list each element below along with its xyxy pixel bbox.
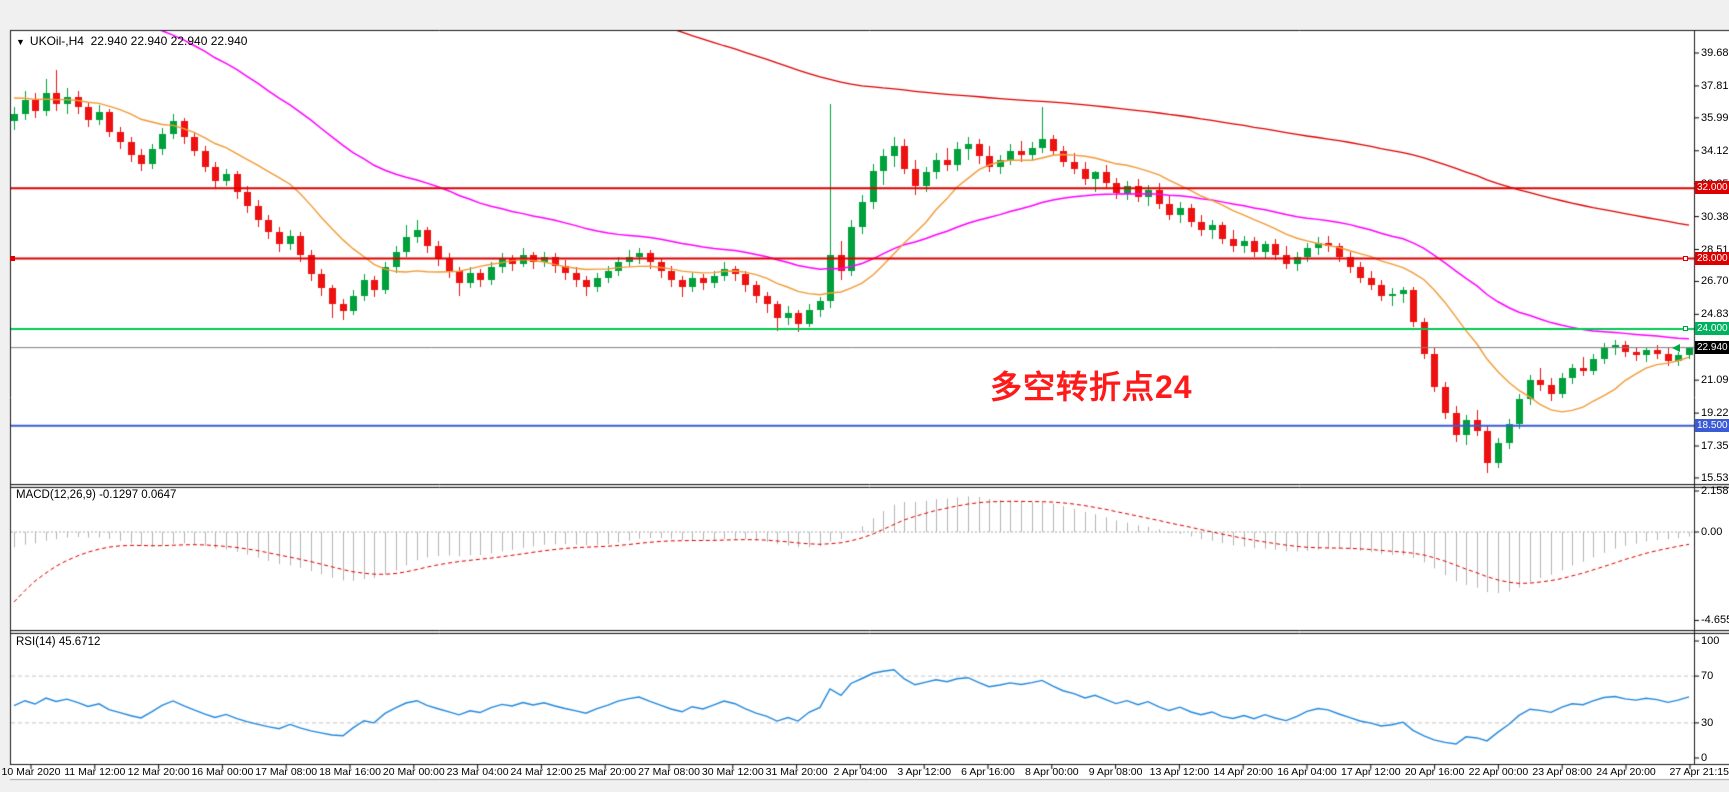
date-label: 9 Apr 08:00 bbox=[1088, 766, 1143, 778]
date-label: 6 Apr 16:00 bbox=[961, 766, 1015, 778]
date-label: 27 Mar 08:00 bbox=[638, 766, 700, 778]
symbol-period-label: UKOil-,H4 bbox=[29, 34, 84, 48]
macd-tick-label: 2.1583 bbox=[1701, 484, 1729, 497]
date-label: 23 Apr 08:00 bbox=[1532, 766, 1592, 778]
macd-label: MACD(12,26,9) -0.1297 0.0647 bbox=[16, 489, 177, 501]
annotation-text[interactable]: 多空转折点24 bbox=[990, 369, 1193, 405]
date-label: 16 Mar 00:00 bbox=[191, 766, 254, 778]
date-label: 27 Apr 21:15 bbox=[1669, 766, 1729, 778]
date-label: 17 Apr 12:00 bbox=[1341, 766, 1401, 778]
date-label: 30 Mar 12:00 bbox=[701, 766, 764, 778]
macd-tick-label: -4.6554 bbox=[1701, 614, 1729, 627]
price-badge-32.000: 32.000 bbox=[1695, 181, 1729, 195]
price-tick-label: 30.385 bbox=[1701, 210, 1729, 223]
date-label: 8 Apr 00:00 bbox=[1024, 766, 1079, 778]
date-label: 23 Mar 04:00 bbox=[446, 766, 509, 778]
price-badge-24.000: 24.000 bbox=[1695, 321, 1729, 335]
date-label: 16 Apr 04:00 bbox=[1277, 766, 1337, 778]
rsi-tick-label: 70 bbox=[1701, 670, 1714, 683]
date-label: 20 Apr 16:00 bbox=[1404, 766, 1465, 778]
price-tick-label: 35.995 bbox=[1701, 111, 1729, 124]
rsi-tick-label: 0 bbox=[1701, 752, 1708, 764]
date-label: 18 Mar 16:00 bbox=[319, 766, 381, 778]
hline-28-right-handle[interactable] bbox=[1683, 256, 1688, 261]
price-badge-28.000: 28.000 bbox=[1695, 251, 1729, 265]
date-label: 31 Mar 20:00 bbox=[765, 766, 828, 778]
macd-tick-label: 0.00 bbox=[1701, 526, 1723, 538]
hline-24-right-handle[interactable] bbox=[1683, 326, 1688, 331]
hline-28-left-handle[interactable] bbox=[10, 256, 15, 261]
date-label: 20 Mar 00:00 bbox=[382, 766, 445, 778]
date-label: 2 Apr 04:00 bbox=[833, 766, 888, 778]
ohlc-quotes: 22.940 22.940 22.940 22.940 bbox=[90, 34, 248, 48]
rsi-tick-label: 30 bbox=[1701, 716, 1714, 729]
current-bar-arrow bbox=[1672, 344, 1680, 352]
rsi-tick-label: 100 bbox=[1701, 635, 1720, 647]
date-label: 24 Apr 20:00 bbox=[1596, 766, 1656, 778]
date-label: 17 Mar 08:00 bbox=[255, 766, 318, 778]
price-badge-18.500: 18.500 bbox=[1695, 418, 1729, 432]
rsi-label: RSI(14) 45.6712 bbox=[16, 636, 101, 648]
date-label: 24 Mar 12:00 bbox=[510, 766, 573, 778]
price-tick-label: 39.680 bbox=[1701, 47, 1729, 59]
date-label: 10 Mar 2020 bbox=[1, 766, 61, 778]
price-tick-label: 19.220 bbox=[1701, 407, 1729, 420]
price-tick-label: 21.090 bbox=[1701, 374, 1729, 387]
price-tick-label: 17.350 bbox=[1701, 440, 1729, 452]
chart-title: ▼ UKOil-,H4 22.940 22.940 22.940 22.940 bbox=[16, 34, 247, 48]
price-tick-label: 37.810 bbox=[1701, 79, 1729, 92]
date-label: 13 Apr 12:00 bbox=[1149, 766, 1210, 778]
date-label: 11 Mar 12:00 bbox=[64, 766, 126, 778]
date-label: 14 Apr 20:00 bbox=[1213, 766, 1273, 778]
price-tick-label: 15.535 bbox=[1701, 471, 1729, 484]
price-tick-label: 24.830 bbox=[1701, 308, 1729, 321]
date-label: 3 Apr 12:00 bbox=[897, 766, 952, 778]
date-label: 25 Mar 20:00 bbox=[574, 766, 637, 778]
date-label: 22 Apr 00:00 bbox=[1468, 766, 1529, 778]
price-tick-label: 34.125 bbox=[1701, 144, 1729, 157]
price-badge-22.940: 22.940 bbox=[1695, 340, 1729, 354]
date-label: 12 Mar 20:00 bbox=[127, 766, 190, 778]
price-tick-label: 26.700 bbox=[1701, 275, 1729, 288]
symbol-dropdown-icon[interactable]: ▼ bbox=[16, 37, 25, 47]
